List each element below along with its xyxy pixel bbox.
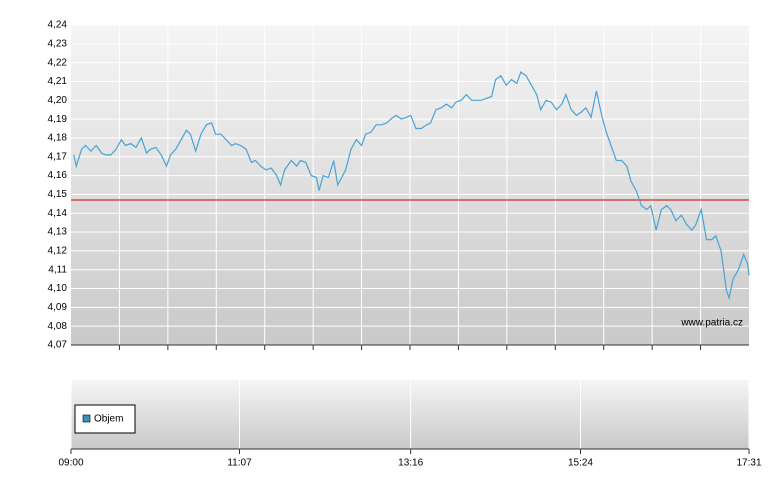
y-tick-label: 4,12: [48, 246, 68, 257]
x-tick-label: 17:31: [736, 458, 761, 469]
x-tick-label: 15:24: [568, 458, 593, 469]
y-tick-label: 4,22: [48, 57, 68, 68]
x-tick-label: 13:16: [398, 458, 423, 469]
y-tick-label: 4,15: [48, 189, 68, 200]
y-tick-label: 4,09: [48, 302, 68, 313]
y-tick-label: 4,08: [48, 321, 68, 332]
volume-area: [71, 380, 749, 449]
y-tick-label: 4,17: [48, 151, 68, 162]
y-tick-label: 4,24: [48, 20, 68, 31]
y-tick-label: 4,21: [48, 76, 68, 87]
y-tick-label: 4,11: [48, 264, 67, 275]
x-tick-label: 09:00: [58, 458, 83, 469]
x-tick-label: 11:07: [227, 458, 252, 469]
y-tick-label: 4,23: [48, 38, 68, 49]
y-tick-label: 4,14: [48, 208, 68, 219]
legend-label: Objem: [94, 414, 123, 425]
y-tick-label: 4,13: [48, 227, 68, 238]
watermark: www.patria.cz: [680, 318, 743, 329]
y-tick-label: 4,10: [48, 283, 68, 294]
y-tick-label: 4,20: [48, 95, 68, 106]
y-tick-label: 4,19: [48, 114, 68, 125]
y-tick-label: 4,18: [48, 133, 68, 144]
legend-swatch: [82, 414, 91, 423]
price-line: [73, 71, 750, 301]
y-tick-label: 4,07: [48, 340, 68, 351]
y-tick-label: 4,16: [48, 170, 68, 181]
